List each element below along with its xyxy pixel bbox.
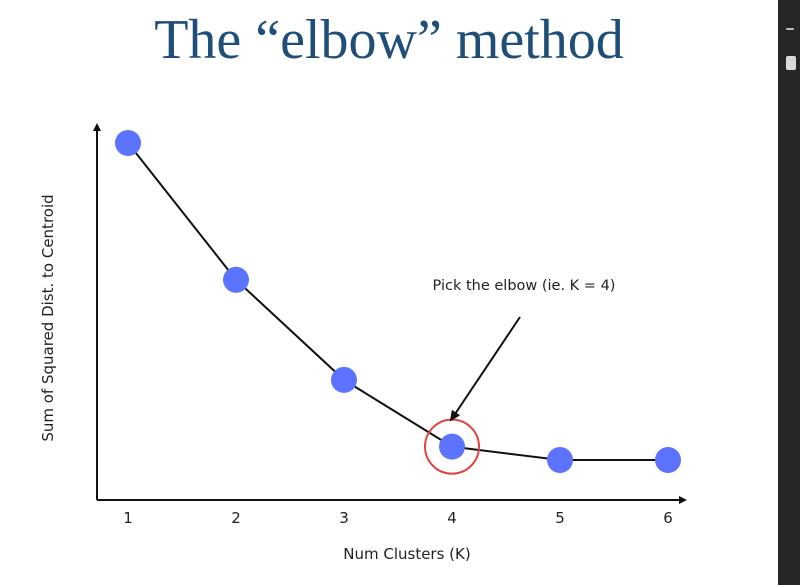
x-tick-label: 1 [123,509,133,527]
x-tick-label: 2 [231,509,241,527]
x-tick-label: 6 [663,509,673,527]
data-point-k5 [547,447,573,473]
annotation-label: Pick the elbow (ie. K = 4) [433,278,616,294]
y-axis-title: Sum of Squared Dist. to Centroid [39,194,57,441]
data-point-k4 [439,433,465,460]
side-panel [778,0,800,585]
data-point-k6 [655,447,681,473]
x-tick-label: 5 [555,509,565,527]
slide-title: The “elbow” method [154,9,624,71]
data-point-k1 [115,130,141,156]
series-line [127,142,668,461]
panel-handle-icon [786,28,794,30]
panel-thumbnail-icon[interactable] [786,56,796,70]
slide: The “elbow” method [154,9,624,71]
x-tick-label: 3 [339,509,349,527]
annotation-arrow [449,316,521,422]
x-tick-label: 4 [447,509,457,527]
x-axis-title: Num Clusters (K) [343,545,470,563]
data-point-k2 [223,266,249,293]
elbow-chart: Pick the elbow (ie. K = 4) 1 2 3 4 5 6 Num Clu… [39,123,687,563]
data-point-k3 [331,366,357,393]
